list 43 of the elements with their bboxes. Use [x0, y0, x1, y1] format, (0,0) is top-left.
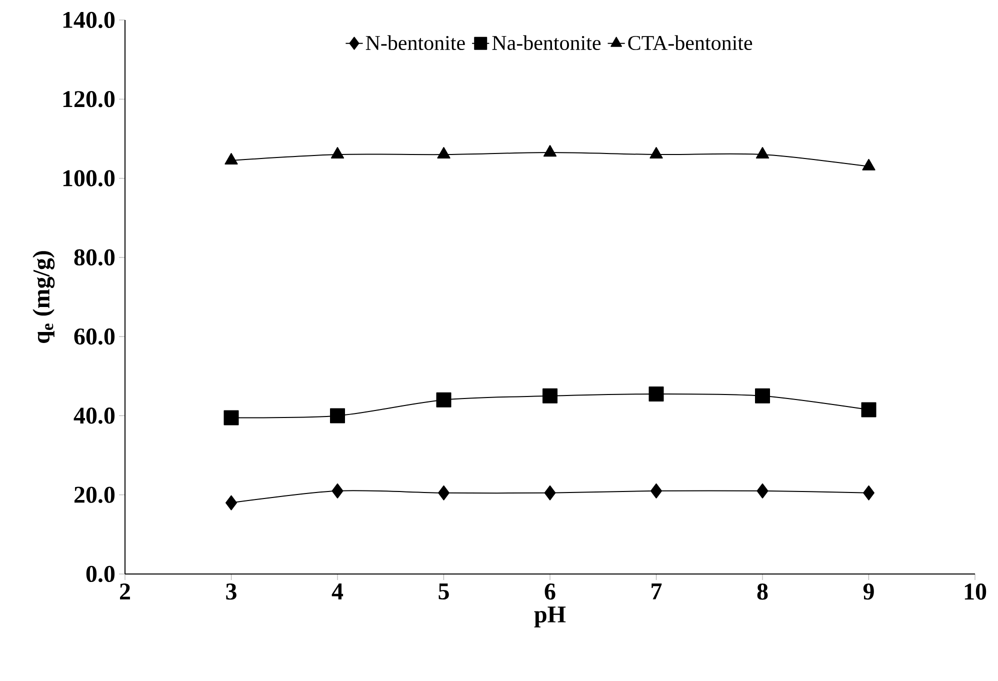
point — [755, 388, 770, 404]
point — [861, 402, 876, 418]
point — [542, 388, 558, 404]
y-tick-label: 80.0 — [74, 249, 115, 266]
y-tick-label: 0.0 — [86, 566, 115, 582]
x-tick-label: 8 — [757, 584, 768, 600]
point — [224, 152, 238, 164]
x-tick-label: 10 — [964, 584, 986, 600]
point — [330, 408, 346, 424]
point — [650, 147, 663, 159]
point — [437, 147, 450, 159]
legend-label: N-bentonite — [366, 35, 465, 50]
x-tick-label: 2 — [120, 584, 130, 600]
point — [650, 483, 662, 498]
y-tick-label: 60.0 — [74, 328, 115, 345]
x-axis-title: pH — [534, 606, 566, 628]
point — [543, 145, 557, 157]
point — [224, 410, 239, 426]
point — [648, 386, 664, 402]
y-tick-label: 40.0 — [74, 408, 115, 424]
x-tick-label: 4 — [332, 584, 344, 600]
x-tick-label: 3 — [226, 584, 236, 600]
y-axis-title: q$_{e}$ (mg/g) — [32, 251, 55, 343]
y-tick-label: 140.0 — [63, 12, 115, 28]
y-tick-label: 20.0 — [74, 486, 115, 504]
point — [438, 485, 450, 500]
y-tick-label: 100.0 — [63, 170, 115, 186]
legend-label: Na-bentonite — [492, 35, 601, 50]
point — [544, 485, 556, 500]
point — [226, 495, 238, 510]
x-tick-label: 6 — [544, 584, 556, 600]
point — [862, 158, 876, 170]
point — [756, 147, 770, 159]
y-tick-label: 120.0 — [63, 90, 115, 108]
point — [863, 485, 875, 500]
x-tick-label: 7 — [652, 584, 662, 600]
point — [332, 483, 344, 498]
point — [436, 392, 452, 408]
x-tick-label: 5 — [438, 584, 449, 600]
x-tick-label: 9 — [863, 584, 874, 600]
legend-label: CTA-bentonite — [628, 35, 752, 50]
point — [756, 483, 768, 498]
point — [330, 147, 344, 159]
